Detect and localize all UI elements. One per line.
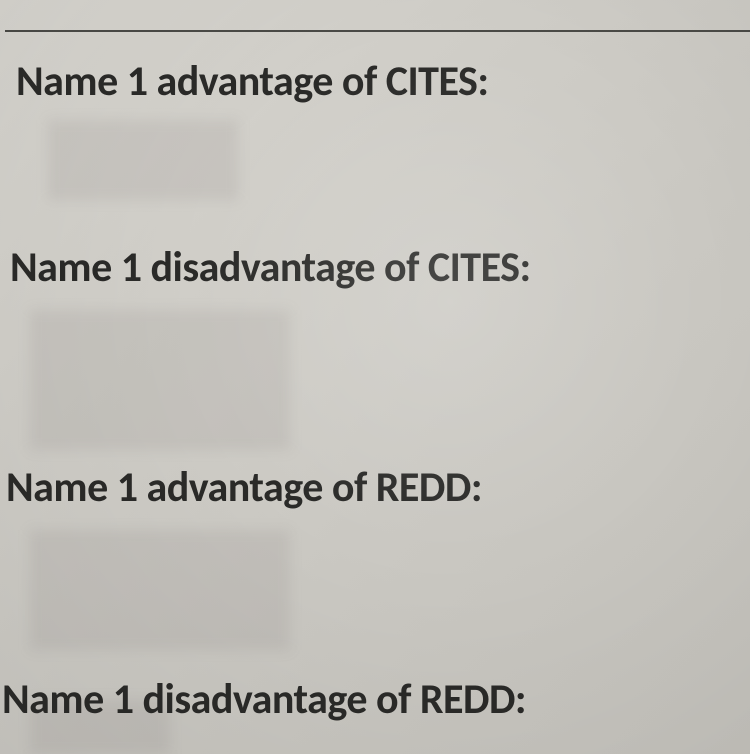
horizontal-rule bbox=[5, 30, 750, 32]
prompt-cites-advantage: Name 1 advantage of CITES: bbox=[16, 56, 488, 107]
prompt-redd-disadvantage: Name 1 disadvantage of REDD: bbox=[2, 674, 526, 725]
paper-smudge bbox=[30, 530, 290, 650]
paper-smudge bbox=[48, 120, 238, 200]
prompt-cites-disadvantage: Name 1 disadvantage of CITES: bbox=[10, 242, 531, 293]
prompt-redd-advantage: Name 1 advantage of REDD: bbox=[6, 462, 482, 513]
paper-smudge bbox=[30, 310, 290, 450]
worksheet-page: Name 1 advantage of CITES: Name 1 disadv… bbox=[0, 0, 750, 754]
